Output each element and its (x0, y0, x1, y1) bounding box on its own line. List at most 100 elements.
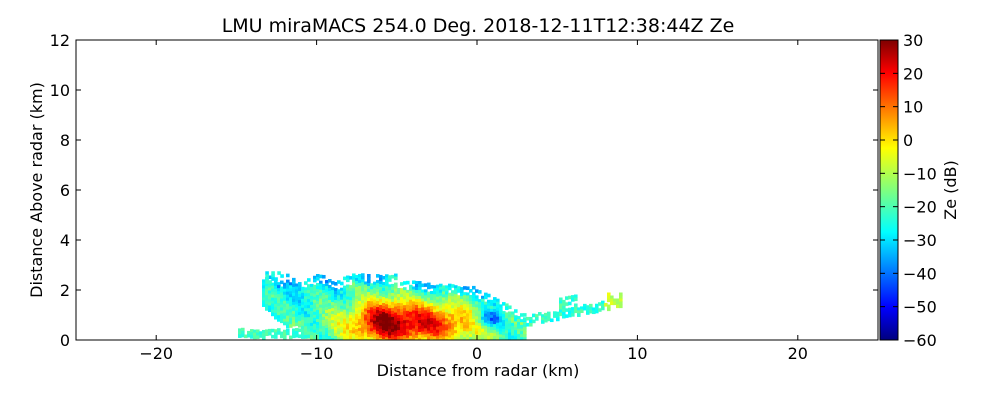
echo-cell (457, 301, 461, 305)
echo-cell (454, 312, 458, 316)
echo-cell (415, 304, 419, 309)
echo-cell (469, 298, 473, 302)
echo-cell (442, 294, 446, 298)
echo-cell (280, 310, 284, 315)
echo-cell (370, 286, 374, 290)
echo-cell (268, 296, 272, 301)
echo-cell (349, 288, 353, 292)
echo-cell (277, 282, 281, 286)
echo-cell (316, 285, 320, 290)
echo-cell (436, 311, 440, 316)
echo-cell (271, 282, 275, 287)
echo-cell (355, 329, 359, 333)
echo-cell (271, 306, 275, 311)
echo-cell (274, 329, 278, 333)
echo-cell (274, 294, 278, 299)
echo-cell (349, 336, 353, 340)
echo-cell (394, 297, 398, 302)
echo-cell (457, 310, 461, 314)
echo-cell (319, 325, 323, 330)
echo-cell (397, 330, 401, 334)
echo-cell (415, 295, 419, 300)
echo-cell (328, 314, 332, 319)
echo-cell (427, 312, 431, 317)
echo-cell (340, 290, 344, 295)
echo-cell (373, 320, 377, 325)
echo-cell (475, 295, 479, 299)
echo-cell (472, 324, 476, 329)
echo-cell (487, 329, 491, 334)
echo-cell (400, 297, 404, 301)
echo-cell (331, 302, 335, 306)
echo-cell (349, 309, 353, 313)
echo-cell (379, 298, 383, 303)
echo-cell (355, 278, 359, 282)
echo-cell (325, 337, 329, 340)
echo-cell (448, 295, 452, 300)
echo-cell (484, 304, 488, 309)
echo-cell (439, 310, 443, 315)
echo-cell (451, 320, 455, 324)
echo-cell (403, 335, 407, 339)
echo-cell (502, 335, 506, 339)
echo-cell (496, 313, 500, 318)
echo-cell (400, 330, 404, 334)
echo-cell (580, 306, 584, 310)
echo-cell (394, 291, 398, 296)
echo-cell (427, 303, 431, 308)
echo-cell (361, 288, 365, 292)
echo-cell (490, 305, 494, 310)
echo-cell (451, 317, 455, 321)
echo-cell (349, 306, 353, 310)
echo-cell (571, 298, 575, 302)
echo-cell (460, 320, 464, 324)
echo-cell (448, 322, 452, 327)
echo-cell (553, 314, 557, 318)
echo-cell (436, 323, 440, 328)
echo-cell (391, 304, 395, 309)
echo-cell (331, 290, 335, 294)
echo-cell (433, 327, 437, 331)
echo-cell (277, 312, 281, 316)
echo-cell (298, 285, 302, 289)
echo-cell (340, 320, 344, 325)
echo-cell (388, 278, 392, 282)
echo-cell (295, 330, 299, 335)
echo-cell (478, 308, 482, 312)
echo-cell (436, 314, 440, 319)
echo-cell (496, 319, 500, 324)
echo-cell (568, 301, 572, 306)
echo-cell (415, 310, 419, 315)
echo-cell (520, 324, 524, 329)
echo-cell (475, 301, 479, 305)
echo-cell (445, 330, 449, 334)
echo-cell (304, 320, 308, 324)
echo-cell (586, 311, 590, 315)
echo-cell (343, 300, 347, 305)
echo-cell (289, 306, 293, 310)
echo-cell (262, 291, 266, 295)
echo-cell (487, 311, 491, 316)
echo-cell (400, 312, 404, 316)
echo-cell (343, 306, 347, 311)
echo-cell (559, 306, 563, 311)
echo-cell (436, 320, 440, 325)
echo-cell (361, 327, 365, 331)
echo-cell (265, 298, 269, 302)
echo-cell (376, 313, 380, 317)
echo-cell (298, 334, 302, 339)
echo-cell (472, 336, 476, 340)
echo-cell (496, 334, 500, 339)
echo-cell (601, 300, 605, 305)
echo-cell (511, 335, 515, 340)
echo-cell (280, 304, 284, 309)
echo-cell (283, 335, 287, 340)
echo-cell (283, 312, 287, 317)
echo-cell (451, 326, 455, 330)
echo-cell (484, 307, 488, 312)
echo-cell (382, 329, 386, 334)
echo-cell (481, 307, 485, 312)
echo-cell (391, 274, 395, 279)
echo-cell (424, 331, 428, 335)
